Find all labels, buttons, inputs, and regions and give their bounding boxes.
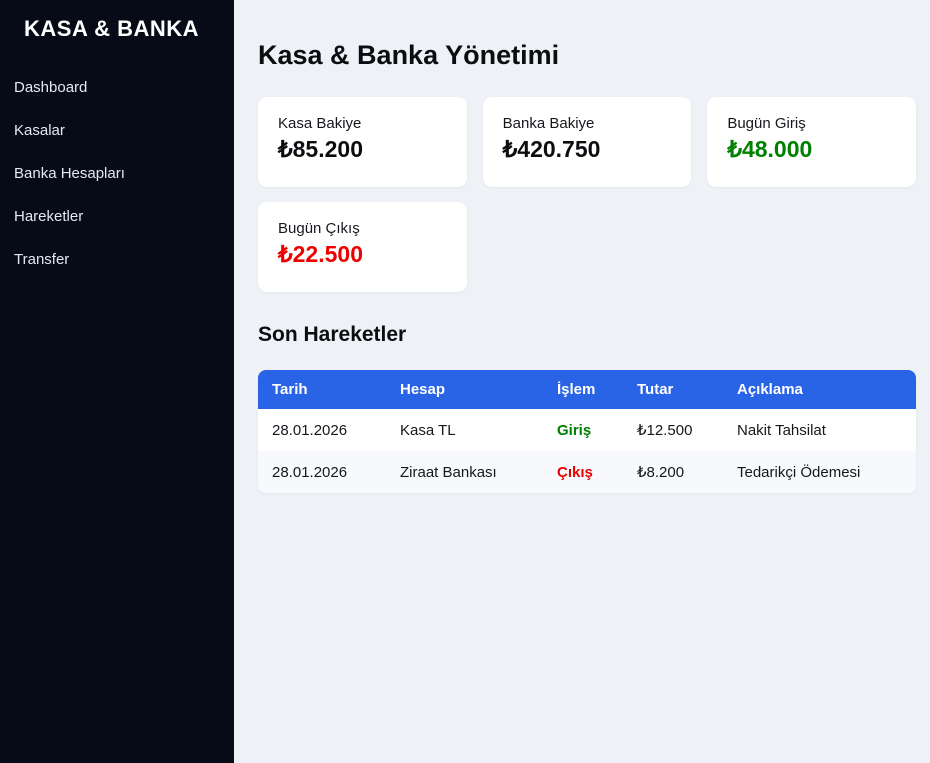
- sidebar-item-label: Dashboard: [14, 79, 88, 96]
- cell-islem: Çıkış: [557, 463, 593, 481]
- app-title: KASA & BANKA: [24, 16, 200, 41]
- stat-label: Bugün Giriş: [727, 115, 806, 132]
- cell-tutar: ₺12.500: [637, 422, 693, 439]
- column-header-islem: İşlem: [557, 381, 596, 398]
- table-row: 28.01.2026 Ziraat Bankası Çıkış ₺8.200 T…: [258, 451, 916, 493]
- sidebar-item-transfer[interactable]: Transfer: [0, 238, 234, 281]
- cell-tarih: 28.01.2026: [272, 421, 348, 439]
- stat-card-banka-bakiye: Banka Bakiye ₺420.750: [482, 97, 692, 187]
- sidebar-item-hareketler[interactable]: Hareketler: [0, 195, 234, 238]
- stat-value: ₺22.500: [278, 241, 363, 267]
- cell-tutar: ₺8.200: [637, 464, 685, 481]
- cell-aciklama: Nakit Tahsilat: [737, 421, 826, 439]
- cell-tarih: 28.01.2026: [272, 463, 348, 481]
- table-row: 28.01.2026 Kasa TL Giriş ₺12.500 Nakit T…: [258, 409, 916, 451]
- stat-card-bugun-cikis: Bugün Çıkış ₺22.500: [258, 202, 467, 292]
- sidebar-item-label: Hareketler: [14, 208, 84, 225]
- cell-islem: Giriş: [557, 421, 592, 439]
- cell-hesap: Ziraat Bankası: [400, 463, 497, 481]
- column-header-hesap: Hesap: [400, 381, 446, 398]
- stat-value: ₺420.750: [502, 136, 601, 162]
- column-header-aciklama: Açıklama: [737, 381, 803, 398]
- sidebar-item-kasalar[interactable]: Kasalar: [0, 109, 234, 152]
- cell-hesap: Kasa TL: [400, 421, 456, 439]
- stat-value: ₺48.000: [727, 136, 813, 162]
- sidebar-item-label: Banka Hesapları: [14, 165, 125, 182]
- stat-card-kasa-bakiye: Kasa Bakiye ₺85.200: [258, 97, 467, 187]
- stat-cards: Kasa Bakiye ₺85.200 Banka Bakiye ₺420.75…: [258, 97, 916, 292]
- section-title-son-hareketler: Son Hareketler: [258, 323, 407, 346]
- sidebar-nav: Dashboard Kasalar Banka Hesapları Hareke…: [0, 66, 234, 281]
- sidebar-item-dashboard[interactable]: Dashboard: [0, 66, 234, 109]
- cell-aciklama: Tedarikçi Ödemesi: [737, 463, 861, 481]
- table-header-row: Tarih Hesap İşlem Tutar Açıklama: [258, 370, 916, 409]
- main-content: Kasa & Banka Yönetimi Kasa Bakiye ₺85.20…: [234, 0, 930, 763]
- stat-label: Kasa Bakiye: [278, 115, 362, 132]
- column-header-tutar: Tutar: [637, 381, 674, 398]
- stat-value: ₺85.200: [278, 136, 363, 162]
- sidebar-item-banka-hesaplari[interactable]: Banka Hesapları: [0, 152, 234, 195]
- sidebar: KASA & BANKA Dashboard Kasalar Banka Hes…: [0, 0, 234, 763]
- page-title: Kasa & Banka Yönetimi: [258, 40, 560, 70]
- stat-card-bugun-giris: Bugün Giriş ₺48.000: [707, 97, 916, 187]
- stat-label: Banka Bakiye: [502, 115, 595, 132]
- transactions-table: Tarih Hesap İşlem Tutar Açıklama 28.01.2…: [258, 370, 916, 493]
- column-header-tarih: Tarih: [272, 381, 308, 398]
- sidebar-item-label: Transfer: [14, 251, 70, 268]
- stat-label: Bugün Çıkış: [278, 220, 360, 237]
- sidebar-item-label: Kasalar: [14, 122, 65, 139]
